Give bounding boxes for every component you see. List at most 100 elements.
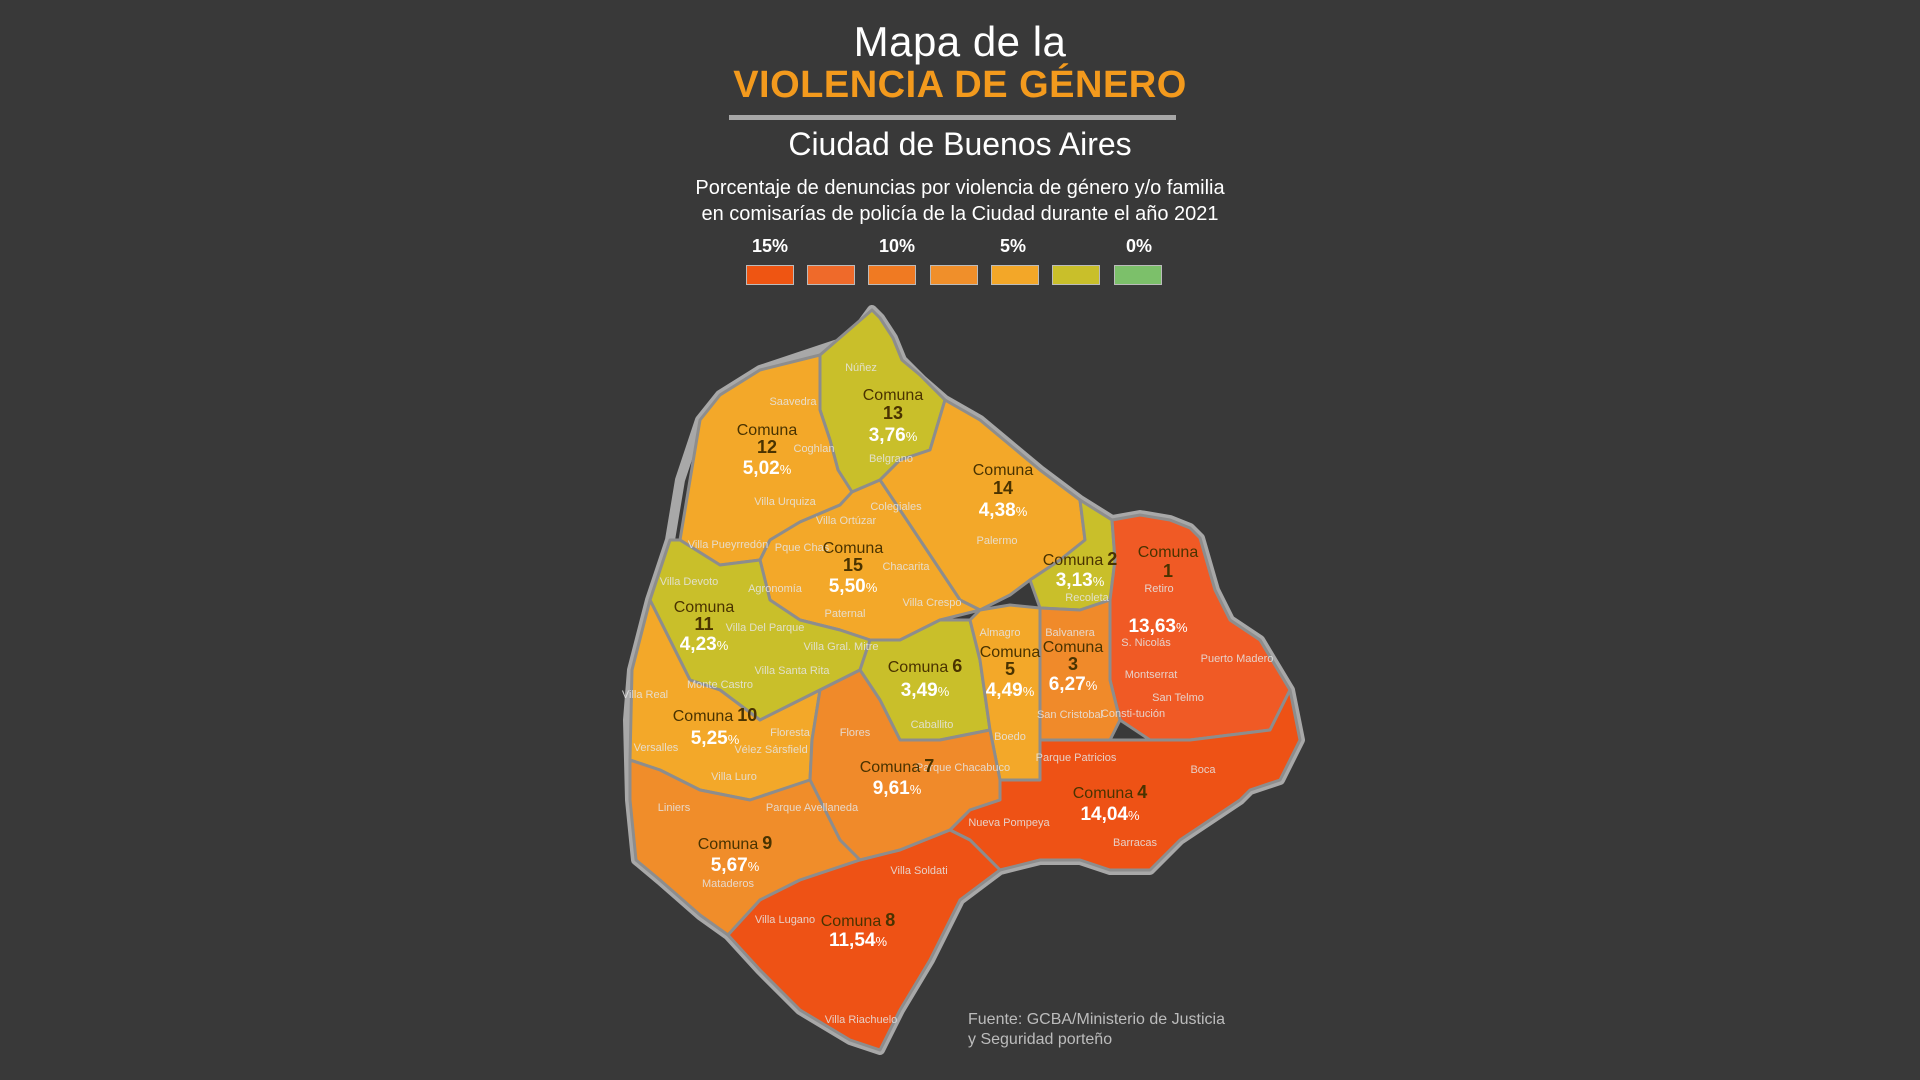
- comuna-14-label: Comuna 14 4,38%: [973, 462, 1034, 521]
- comuna-14-area: [878, 398, 1087, 612]
- comuna-6-value: 3,49: [901, 680, 938, 701]
- comuna-8-pct: %: [875, 934, 887, 949]
- source-note: Fuente: GCBA/Ministerio de Justicia y Se…: [968, 1010, 1225, 1050]
- comuna-7-number: 7: [924, 756, 934, 776]
- title-line2: VIOLENCIA DE GÉNERO: [733, 64, 1187, 106]
- svg-text:13,63%: 13,63%: [1128, 616, 1188, 637]
- barrio-label: Parque Chacabuco: [916, 762, 1010, 774]
- legend-swatch: [1052, 265, 1100, 285]
- comuna-7-pct: %: [910, 782, 922, 797]
- comuna-15-number: 15: [843, 555, 863, 575]
- legend-label-15: 15%: [751, 236, 789, 256]
- barrio-label: Villa Pueyrredón: [688, 539, 769, 551]
- comuna-3-number: 3: [1068, 654, 1078, 674]
- barrio-label: Villa Del Parque: [726, 622, 805, 634]
- comuna-6-pct: %: [938, 684, 950, 699]
- barrio-label: Villa Crespo: [902, 597, 961, 609]
- comuna-6-word: Comuna: [888, 659, 949, 676]
- comuna-11-value: 4,23: [680, 634, 717, 655]
- barrio-label: Floresta: [770, 727, 811, 739]
- barrio-label: Caballito: [911, 719, 954, 731]
- legend-swatch: [991, 265, 1039, 285]
- comuna-2-number: 2: [1107, 549, 1117, 569]
- barrio-label: Montserrat: [1125, 669, 1178, 681]
- source-line2: y Seguridad porteño: [968, 1031, 1113, 1048]
- comuna-10-label: Comuna 10 5,25%: [673, 705, 758, 749]
- barrio-label: Boca: [1190, 764, 1216, 776]
- comuna-5-value: 4,49: [986, 680, 1023, 701]
- barrio-label: Núñez: [845, 362, 877, 374]
- comuna-12-pct: %: [780, 462, 792, 477]
- comuna-2-word: Comuna: [1043, 552, 1104, 569]
- comuna-4-number: 4: [1137, 782, 1147, 802]
- svg-text:4,38%: 4,38%: [979, 500, 1028, 521]
- barrio-label: Pque Chas: [775, 542, 830, 554]
- comuna-12-value: 5,02: [743, 458, 780, 479]
- barrio-label: Parque Avellaneda: [766, 802, 859, 814]
- barrio-label: Vélez Sársfield: [734, 744, 807, 756]
- comuna-9-word: Comuna: [698, 836, 759, 853]
- barrio-label: San Cristobal: [1037, 709, 1103, 721]
- comuna-10-pct: %: [728, 732, 740, 747]
- svg-text:4,23%: 4,23%: [680, 634, 729, 655]
- legend-swatch: [746, 265, 794, 285]
- barrio-label: Retiro: [1144, 583, 1173, 595]
- description: Porcentaje de denuncias por violencia de…: [0, 175, 1920, 227]
- comuna-7-label: Comuna 7 9,61%: [860, 756, 935, 799]
- description-line1: Porcentaje de denuncias por violencia de…: [695, 177, 1225, 199]
- comuna-4-pct: %: [1128, 808, 1140, 823]
- barrio-label: S. Nicolás: [1121, 637, 1171, 649]
- comuna-7-value: 9,61: [873, 778, 910, 799]
- legend-swatch: [868, 265, 916, 285]
- barrio-label: Villa Devoto: [660, 576, 719, 588]
- comuna-8-number: 8: [885, 910, 895, 930]
- barrio-label: Villa Gral. Mitre: [804, 641, 879, 653]
- comuna-8-word: Comuna: [821, 913, 882, 930]
- comuna-13-pct: %: [906, 429, 918, 444]
- barrio-label: Chacarita: [882, 561, 930, 573]
- barrio-label: Villa Ortúzar: [816, 515, 877, 527]
- comuna-9-value: 5,67: [711, 855, 748, 876]
- barrio-label: Paternal: [825, 608, 866, 620]
- comuna-3-area: [1038, 598, 1122, 742]
- barrio-label: Mataderos: [702, 878, 754, 890]
- barrio-label: Puerto Madero: [1201, 653, 1274, 665]
- barrio-label: Villa Urquiza: [754, 496, 816, 508]
- comuna-15-label: Comuna 15 5,50%: [823, 540, 884, 597]
- comuna-9-number: 9: [762, 833, 772, 853]
- barrio-label: Belgrano: [869, 453, 913, 465]
- comuna-labels: Comuna 1 13,63% Comuna 2 3,13% Comuna 3 6…: [673, 387, 1199, 951]
- barrio-label: Consti-tución: [1101, 708, 1165, 720]
- comuna-11-word: Comuna: [674, 599, 735, 616]
- svg-text:5,02%: 5,02%: [743, 458, 792, 479]
- svg-text:3,76%: 3,76%: [869, 425, 918, 446]
- barrio-label: Colegiales: [870, 501, 922, 513]
- comuna-12-number: 12: [757, 437, 777, 457]
- barrio-label: Villa Riachuelo: [825, 1014, 898, 1026]
- svg-text:11,54%: 11,54%: [829, 930, 888, 951]
- comunas-layer: [628, 308, 1302, 1052]
- comuna-4-area: [948, 688, 1302, 872]
- svg-text:5,50%: 5,50%: [829, 576, 878, 597]
- legend-label-0: 0%: [1125, 236, 1153, 256]
- barrio-label: Balvanera: [1045, 627, 1095, 639]
- comuna-11-pct: %: [717, 638, 729, 653]
- barrio-label: Villa Real: [622, 689, 668, 701]
- title-divider: [729, 115, 1176, 120]
- comuna-3-pct: %: [1086, 678, 1098, 693]
- comuna-1-value-pct: %: [1176, 620, 1188, 635]
- comuna-13-number: 13: [883, 403, 903, 423]
- comuna-5-number: 5: [1005, 659, 1015, 679]
- barrio-label: Flores: [840, 727, 871, 739]
- comuna-8-area: [726, 828, 1002, 1052]
- subtitle: Ciudad de Buenos Aires: [788, 126, 1132, 162]
- barrio-label: Almagro: [980, 627, 1021, 639]
- comuna-1-word: Comuna: [1138, 544, 1199, 561]
- comuna-14-value: 4,38: [979, 500, 1016, 521]
- legend-swatch: [930, 265, 978, 285]
- svg-text:5,67%: 5,67%: [711, 855, 760, 876]
